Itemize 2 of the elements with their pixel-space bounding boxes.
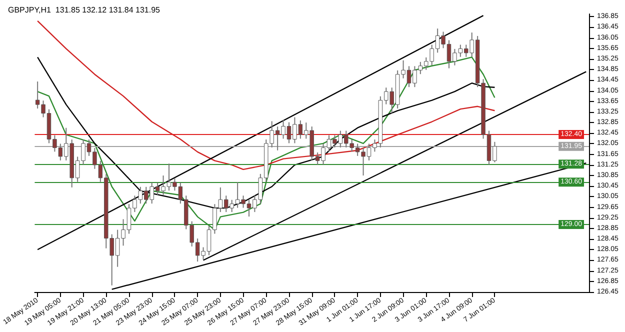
chart-title: GBPJPY,H1 131.85 132.12 131.84 131.95 (8, 6, 161, 14)
line-series (36, 20, 496, 170)
